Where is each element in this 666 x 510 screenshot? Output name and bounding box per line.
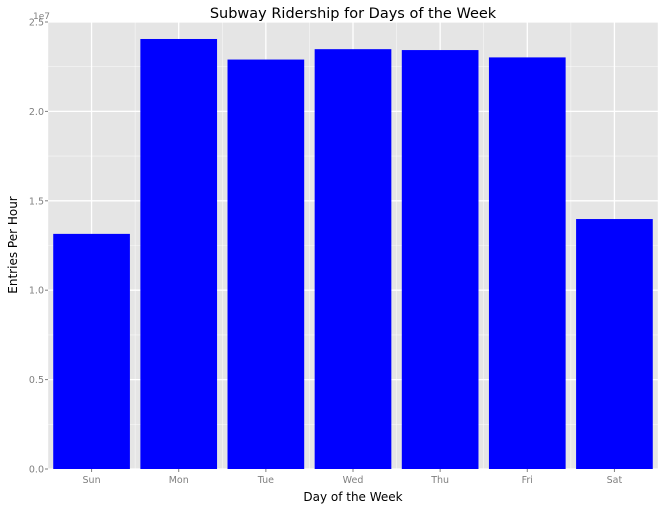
y-tick-label: 0.5 <box>29 375 44 386</box>
chart-title: Subway Ridership for Days of the Week <box>210 6 497 22</box>
y-tick-label: 1.0 <box>29 286 44 297</box>
y-axis-title: Entries Per Hour <box>6 196 20 294</box>
bar-fri <box>488 57 566 469</box>
x-tick-label: Sun <box>83 475 101 486</box>
x-tick-label: Wed <box>343 475 364 486</box>
bars <box>53 38 653 470</box>
bar-tue <box>227 59 305 469</box>
x-tick-label: Tue <box>257 475 274 486</box>
x-tick-label: Sat <box>607 475 623 486</box>
y-tick-label: 0.0 <box>29 465 44 476</box>
y-tick-label: 1.5 <box>29 196 44 207</box>
y-tick-label: 2.0 <box>29 107 44 118</box>
y-axis-ticks: 0.0 0.5 1.0 1.5 2.0 2.5 <box>29 18 48 476</box>
bar-mon <box>140 38 218 470</box>
x-axis-ticks: Sun Mon Tue Wed Thu Fri Sat <box>83 469 623 486</box>
x-tick-label: Thu <box>430 475 449 486</box>
x-tick-label: Fri <box>522 475 533 486</box>
y-tick-label: 2.5 <box>29 18 44 29</box>
x-tick-label: Mon <box>169 475 189 486</box>
x-axis-title: Day of the Week <box>303 490 402 504</box>
bar-sun <box>53 233 130 469</box>
bar-thu <box>401 50 479 470</box>
y-exponent-label: 1e7 <box>33 12 50 22</box>
bar-wed <box>314 49 392 469</box>
bar-sat <box>576 219 653 469</box>
